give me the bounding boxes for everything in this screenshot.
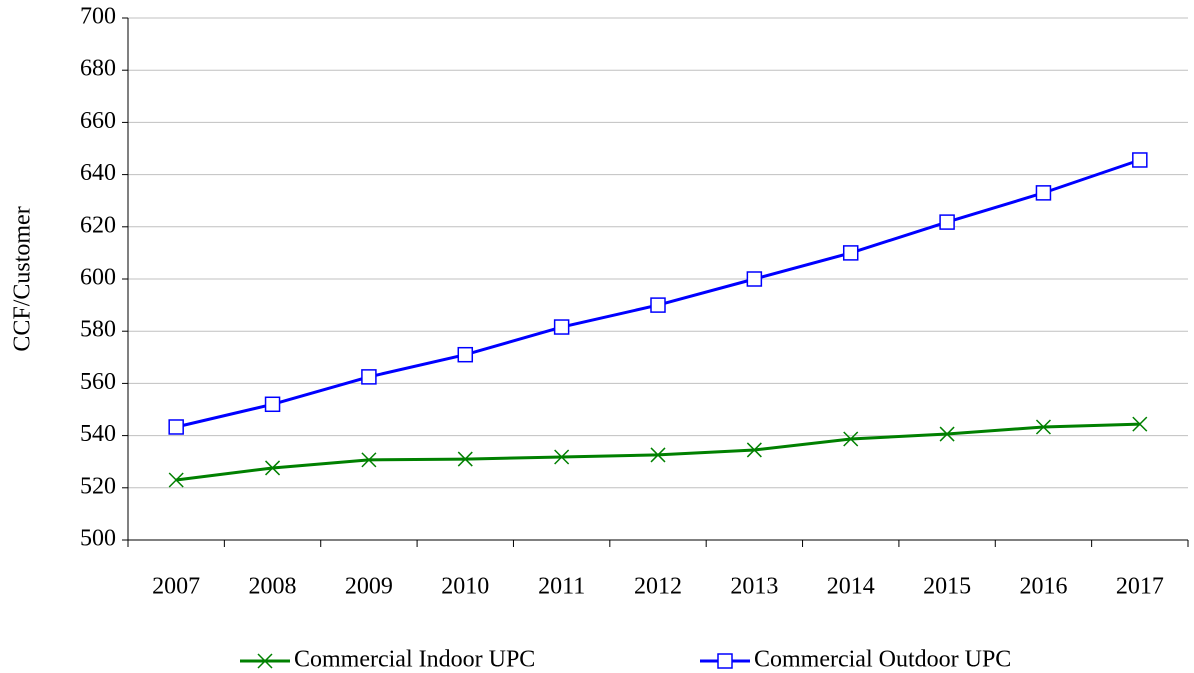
marker — [1035, 185, 1052, 201]
y-tick-label: 620 — [80, 212, 116, 238]
y-axis-label: CCF/Customer — [10, 206, 36, 351]
marker — [1132, 152, 1148, 168]
marker — [265, 460, 281, 476]
marker — [746, 442, 762, 458]
marker — [843, 431, 859, 447]
marker — [361, 369, 377, 385]
x-tick-label: 2014 — [827, 574, 875, 600]
marker — [168, 472, 184, 488]
marker — [746, 271, 763, 287]
y-tick-label: 680 — [80, 56, 116, 82]
y-tick-label: 520 — [80, 473, 116, 499]
y-tick-label: 600 — [80, 265, 116, 291]
marker — [650, 297, 666, 313]
marker — [361, 452, 377, 468]
x-tick-label: 2010 — [441, 574, 489, 600]
marker — [457, 451, 473, 467]
marker — [1132, 416, 1148, 432]
y-tick-label: 540 — [80, 421, 116, 447]
x-tick-label: 2013 — [730, 574, 778, 600]
y-tick-label: 560 — [80, 369, 116, 395]
marker — [1035, 419, 1051, 435]
marker — [717, 653, 733, 669]
x-tick-label: 2012 — [634, 574, 682, 600]
x-tick-label: 2011 — [538, 574, 585, 600]
marker — [650, 447, 666, 463]
x-tick-label: 2017 — [1116, 574, 1164, 600]
y-tick-label: 660 — [80, 108, 116, 134]
x-tick-label: 2008 — [249, 574, 297, 600]
marker — [939, 214, 955, 230]
y-tick-label: 640 — [80, 160, 116, 186]
x-tick-label: 2015 — [923, 574, 971, 600]
x-tick-label: 2007 — [152, 574, 200, 600]
marker — [264, 396, 281, 413]
y-tick-label: 580 — [80, 317, 116, 343]
series-line — [175, 158, 1141, 429]
y-tick-label: 500 — [80, 526, 116, 552]
x-tick-label: 2016 — [1019, 574, 1067, 600]
x-tick-label: 2009 — [345, 574, 393, 600]
legend-label: Commercial Indoor UPC — [294, 647, 535, 673]
legend-label: Commercial Outdoor UPC — [754, 647, 1011, 673]
marker — [257, 653, 273, 669]
marker — [554, 449, 570, 465]
series-line — [175, 422, 1140, 482]
marker — [168, 419, 184, 435]
marker — [553, 319, 570, 335]
marker — [939, 426, 955, 442]
y-tick-label: 700 — [80, 4, 116, 30]
marker — [457, 346, 474, 363]
marker — [842, 245, 859, 261]
